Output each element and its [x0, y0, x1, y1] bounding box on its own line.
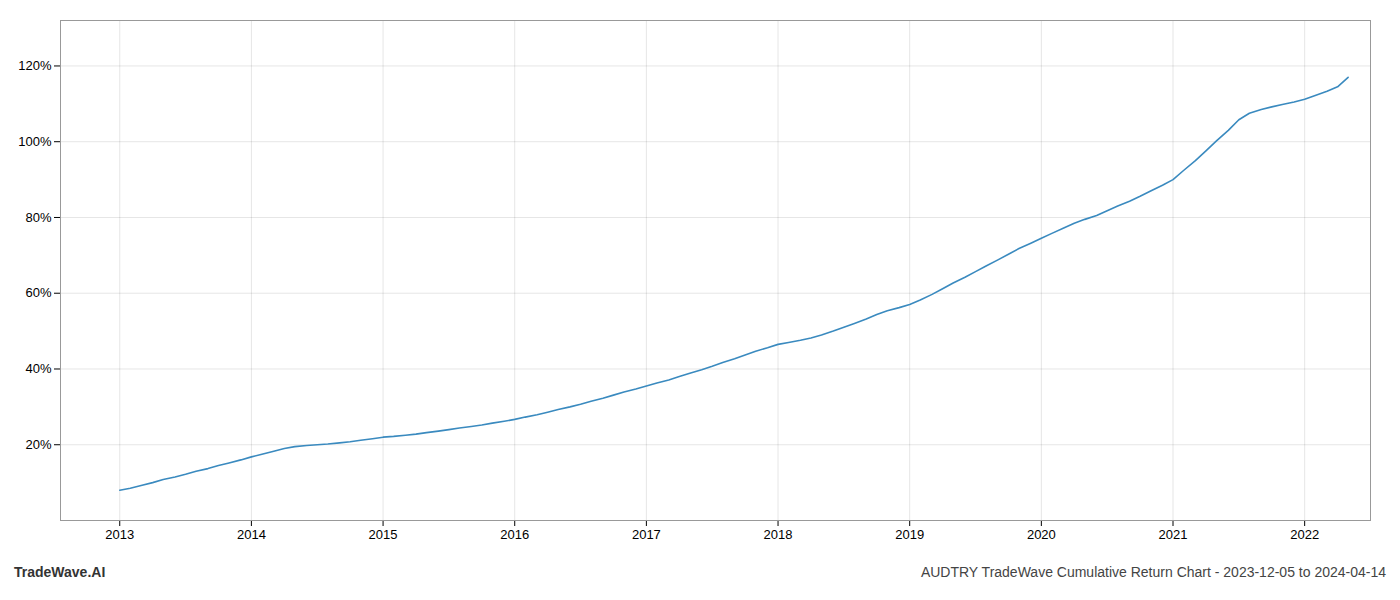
- svg-text:60%: 60%: [25, 285, 51, 300]
- svg-text:2020: 2020: [1027, 527, 1056, 542]
- svg-text:2019: 2019: [895, 527, 924, 542]
- svg-text:2013: 2013: [105, 527, 134, 542]
- html-text:TradeWave.AI: TradeWave.AI: [14, 564, 106, 580]
- svg-text:2018: 2018: [764, 527, 793, 542]
- svg-text:2016: 2016: [500, 527, 529, 542]
- svg-text:2017: 2017: [632, 527, 661, 542]
- svg-text:80%: 80%: [25, 210, 51, 225]
- svg-text:120%: 120%: [18, 58, 52, 73]
- html-text:AUDTRY TradeWave Cumulative Re: AUDTRY TradeWave Cumulative Return Chart…: [920, 564, 1386, 580]
- svg-text:2015: 2015: [369, 527, 398, 542]
- svg-text:100%: 100%: [18, 134, 52, 149]
- svg-text:2014: 2014: [237, 527, 266, 542]
- svg-text:2022: 2022: [1290, 527, 1319, 542]
- svg-text:20%: 20%: [25, 437, 51, 452]
- svg-text:40%: 40%: [25, 361, 51, 376]
- svg-text:2021: 2021: [1159, 527, 1188, 542]
